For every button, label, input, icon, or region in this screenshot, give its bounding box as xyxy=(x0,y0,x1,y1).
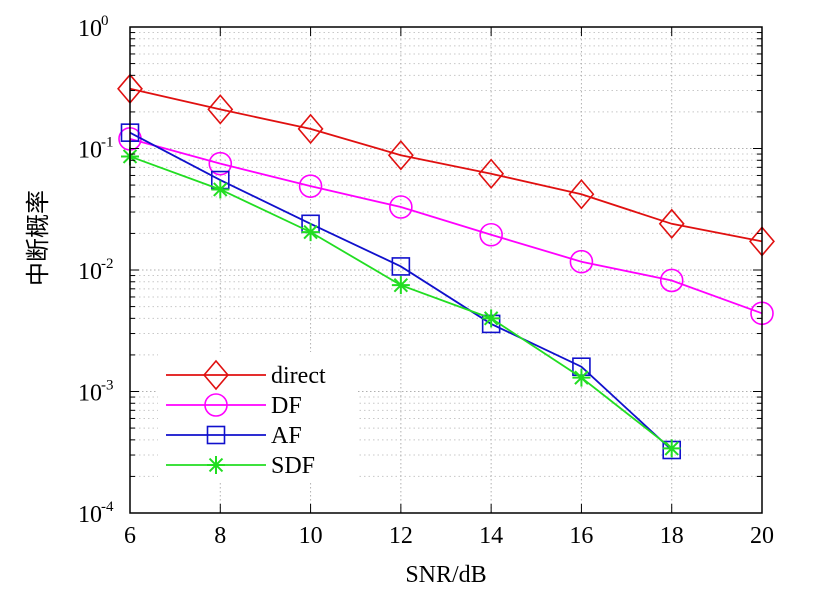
x-tick-labels: 6 8 10 12 14 16 18 20 xyxy=(124,523,774,549)
y-tick-base: 10 xyxy=(78,259,102,285)
data-point-df xyxy=(208,151,233,176)
y-tick-label: 10 -1 xyxy=(78,135,114,164)
x-tick-label: 6 xyxy=(124,523,136,549)
data-point-sdf xyxy=(301,223,320,242)
legend-entry-af: AF xyxy=(166,423,302,449)
y-axis-label: 中断概率 xyxy=(25,190,52,286)
y-tick-exponent: 0 xyxy=(101,13,109,29)
data-point-direct xyxy=(568,179,595,210)
data-point-sdf xyxy=(572,368,591,387)
minor-grid xyxy=(130,32,762,477)
data-point-df xyxy=(569,249,594,274)
y-tick-base: 10 xyxy=(78,138,102,164)
y-tick-base: 10 xyxy=(78,502,102,528)
y-tick-exponent: -4 xyxy=(101,499,114,515)
legend-label: DF xyxy=(271,393,302,419)
y-tick-base: 10 xyxy=(78,381,102,407)
y-tick-label: 10 -3 xyxy=(78,378,114,407)
legend-marker xyxy=(207,456,225,474)
x-tick-label: 16 xyxy=(569,523,593,549)
data-point-af xyxy=(391,257,411,276)
y-tick-label: 10 0 xyxy=(78,13,109,42)
x-axis-label: SNR/dB xyxy=(405,562,486,588)
data-point-direct xyxy=(387,140,414,171)
x-tick-label: 12 xyxy=(389,523,413,549)
data-point-sdf xyxy=(482,309,501,328)
series-line-af xyxy=(129,131,673,451)
data-point-df xyxy=(659,268,684,293)
x-tick-label: 10 xyxy=(299,523,323,549)
y-tick-exponent: -2 xyxy=(101,256,114,272)
legend-label: SDF xyxy=(271,453,315,479)
legend-label: AF xyxy=(271,423,302,449)
x-tick-label: 20 xyxy=(750,523,774,549)
x-tick-label: 14 xyxy=(479,523,503,549)
series-line-df xyxy=(129,138,763,315)
data-point-sdf xyxy=(662,439,681,458)
y-tick-label: 10 -2 xyxy=(78,256,114,285)
data-point-df xyxy=(479,222,503,247)
series-af xyxy=(120,123,682,460)
legend-marker xyxy=(206,425,226,445)
y-tick-base: 10 xyxy=(78,16,102,42)
legend-marker xyxy=(204,393,228,417)
legend-background xyxy=(158,352,358,482)
series-line-direct xyxy=(129,87,763,243)
legend-entry-df: DF xyxy=(166,393,302,419)
legend-entry-sdf: SDF xyxy=(166,453,315,479)
data-point-direct xyxy=(478,158,505,189)
data-point-sdf xyxy=(211,180,230,199)
legend-entry-direct: direct xyxy=(166,359,326,391)
axis-ticks xyxy=(129,26,763,514)
y-tick-exponent: -1 xyxy=(101,135,114,151)
y-tick-exponent: -3 xyxy=(101,378,114,394)
data-point-direct xyxy=(207,94,234,125)
legend: direct DF AF SDF xyxy=(158,352,358,482)
series-direct xyxy=(117,73,775,257)
x-tick-label: 18 xyxy=(660,523,684,549)
data-point-sdf xyxy=(391,276,410,295)
data-point-df xyxy=(298,174,323,198)
data-point-direct xyxy=(297,113,324,145)
legend-marker xyxy=(203,359,229,391)
y-tick-label: 10 -4 xyxy=(78,499,114,528)
data-point-df xyxy=(389,195,413,219)
x-tick-label: 8 xyxy=(214,523,226,549)
data-point-direct xyxy=(658,208,685,240)
legend-label: direct xyxy=(271,363,326,389)
